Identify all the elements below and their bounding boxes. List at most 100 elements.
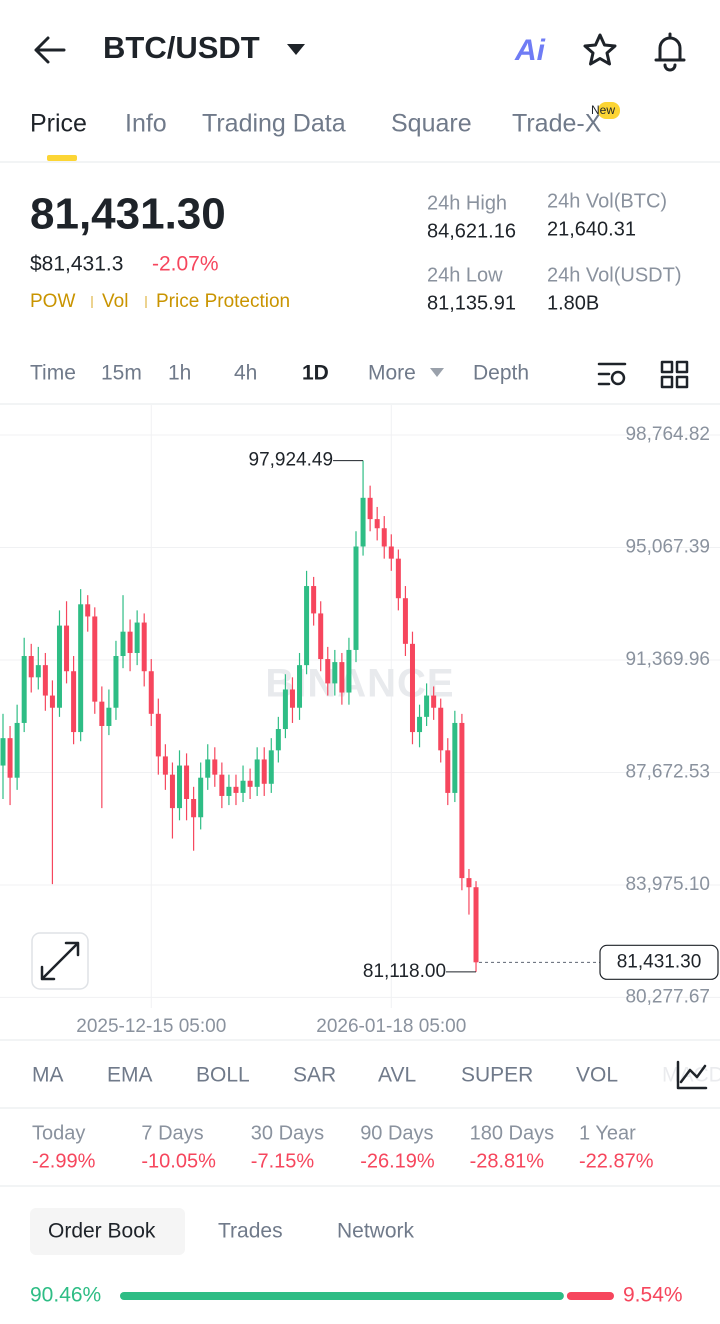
tag[interactable]: Vol bbox=[102, 291, 128, 312]
candle-body bbox=[92, 616, 98, 702]
back-button[interactable] bbox=[34, 36, 66, 64]
candle-body bbox=[191, 798, 197, 818]
max-label: 97,924.49 bbox=[249, 450, 334, 471]
candle-body bbox=[445, 750, 451, 793]
candle-body bbox=[184, 765, 190, 799]
candle-body bbox=[49, 695, 55, 708]
candle-body bbox=[459, 722, 465, 879]
period-value: -7.15% bbox=[251, 1150, 315, 1172]
interval[interactable]: 4h bbox=[234, 362, 257, 385]
candle-body bbox=[311, 586, 317, 614]
candle-body bbox=[21, 656, 27, 723]
chart-settings-icon[interactable] bbox=[597, 362, 627, 386]
period-label: 1 Year bbox=[579, 1122, 636, 1144]
indicator-settings-icon[interactable] bbox=[676, 1060, 708, 1090]
stat-value: 81,135.91 bbox=[427, 292, 516, 314]
more-dropdown[interactable] bbox=[430, 368, 444, 377]
candle-body bbox=[134, 622, 140, 653]
pair-title[interactable]: BTC/USDT bbox=[103, 30, 260, 65]
tab[interactable]: Trading Data bbox=[202, 110, 346, 138]
y-tick-label: 95,067.39 bbox=[625, 537, 710, 558]
candle-body bbox=[120, 631, 126, 657]
active-tab-indicator bbox=[47, 155, 77, 161]
candle-body bbox=[56, 625, 62, 708]
candle-body bbox=[395, 558, 401, 599]
book-tab[interactable]: Network bbox=[337, 1220, 415, 1243]
candle-body bbox=[473, 887, 479, 963]
x-tick-label: 2025-12-15 05:00 bbox=[76, 1016, 226, 1037]
new-badge: New bbox=[591, 103, 615, 117]
y-tick-label: 80,277.67 bbox=[625, 986, 710, 1007]
y-tick-label: 98,764.82 bbox=[625, 424, 710, 445]
tag[interactable]: Price Protection bbox=[156, 291, 290, 312]
last-price-box bbox=[599, 944, 719, 980]
book-tab[interactable]: Trades bbox=[218, 1220, 283, 1243]
candle-body bbox=[332, 662, 338, 684]
period-value: -22.87% bbox=[579, 1150, 654, 1172]
candle-body bbox=[85, 604, 91, 617]
y-tick-label: 87,672.53 bbox=[625, 761, 710, 782]
candle-body bbox=[7, 738, 13, 778]
candle-body bbox=[417, 716, 423, 733]
y-tick-label: 83,975.10 bbox=[625, 874, 710, 895]
candle-body bbox=[466, 878, 472, 888]
interval[interactable]: 1h bbox=[168, 362, 191, 385]
book-tab[interactable]: Order Book bbox=[48, 1220, 156, 1243]
interval[interactable]: Time bbox=[30, 362, 76, 385]
indicator[interactable]: BOLL bbox=[196, 1064, 250, 1087]
active-book-tab-bg bbox=[30, 1208, 185, 1255]
candle-body bbox=[409, 643, 415, 733]
period-label: 30 Days bbox=[251, 1122, 324, 1144]
candle-body bbox=[339, 662, 345, 693]
candle-body bbox=[374, 519, 380, 529]
candle-body bbox=[247, 780, 253, 787]
layout-icon[interactable] bbox=[660, 360, 689, 389]
alert-icon[interactable] bbox=[654, 32, 686, 72]
candle-body bbox=[233, 786, 239, 793]
candle-body bbox=[99, 701, 105, 726]
indicator[interactable]: MA bbox=[32, 1064, 64, 1087]
candle-body bbox=[42, 665, 48, 696]
tab[interactable]: Trade-X bbox=[512, 110, 602, 138]
tab[interactable]: Info bbox=[125, 110, 167, 138]
indicator[interactable]: VOL bbox=[576, 1064, 618, 1087]
candle-body bbox=[304, 586, 310, 666]
interval[interactable]: Depth bbox=[473, 362, 529, 385]
interval[interactable]: 1D bbox=[302, 362, 329, 385]
pair-dropdown[interactable] bbox=[287, 44, 305, 55]
candle-body bbox=[155, 713, 161, 757]
interval[interactable]: More bbox=[368, 362, 416, 385]
indicator[interactable]: SUPER bbox=[461, 1064, 533, 1087]
candle-body bbox=[226, 786, 232, 796]
period-label: 90 Days bbox=[360, 1122, 433, 1144]
indicator[interactable]: EMA bbox=[107, 1064, 153, 1087]
candle-body bbox=[64, 625, 70, 672]
favorite-icon[interactable] bbox=[583, 33, 617, 66]
candle-body bbox=[318, 613, 324, 660]
indicator[interactable]: SAR bbox=[293, 1064, 336, 1087]
candle-body bbox=[106, 707, 112, 726]
candle-body bbox=[127, 631, 133, 653]
candle-body bbox=[367, 497, 373, 520]
buy-ratio-label: 90.46% bbox=[30, 1284, 101, 1307]
indicator[interactable]: AVL bbox=[378, 1064, 416, 1087]
candle-body bbox=[452, 722, 458, 793]
candle-body bbox=[14, 722, 20, 778]
tab[interactable]: Price bbox=[30, 110, 87, 138]
candle-body bbox=[0, 738, 6, 766]
candle-body bbox=[360, 497, 366, 547]
stat-label: 24h Low bbox=[427, 264, 503, 286]
last-price: 81,431.30 bbox=[30, 190, 226, 239]
candle-body bbox=[388, 546, 394, 559]
candle-body bbox=[219, 774, 225, 796]
period-label: 180 Days bbox=[470, 1122, 554, 1144]
interval[interactable]: 15m bbox=[101, 362, 142, 385]
period-label: Today bbox=[32, 1122, 85, 1144]
candle-body bbox=[282, 689, 288, 730]
usd-price: $81,431.3 bbox=[30, 253, 123, 276]
tab[interactable]: Square bbox=[391, 110, 472, 138]
tag[interactable]: POW bbox=[30, 291, 75, 312]
ai-icon[interactable]: Ai bbox=[514, 34, 546, 67]
candle-body bbox=[275, 729, 281, 751]
expand-icon[interactable] bbox=[40, 941, 80, 981]
